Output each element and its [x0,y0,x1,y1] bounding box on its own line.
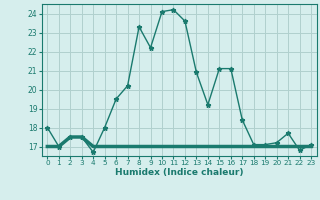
X-axis label: Humidex (Indice chaleur): Humidex (Indice chaleur) [115,168,244,177]
